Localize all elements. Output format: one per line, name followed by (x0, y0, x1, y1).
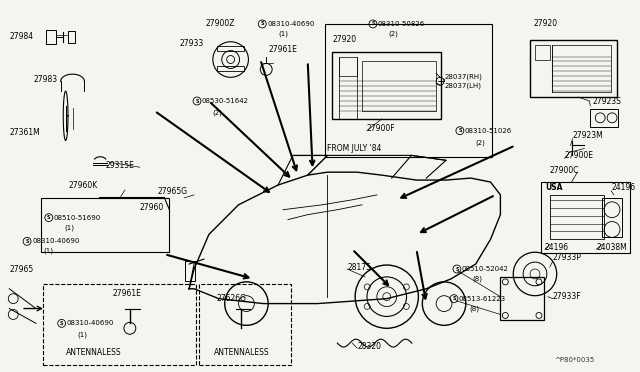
Text: S: S (47, 215, 51, 220)
Text: 27965: 27965 (10, 264, 33, 273)
Text: ^P80*0035: ^P80*0035 (555, 357, 595, 363)
Text: FROM JULY '84: FROM JULY '84 (328, 144, 382, 153)
Text: (1): (1) (77, 332, 88, 339)
Text: 27933F: 27933F (553, 292, 581, 301)
Text: USA: USA (545, 183, 563, 192)
Text: (8): (8) (473, 276, 483, 282)
Text: 24196: 24196 (611, 183, 635, 192)
Text: 28320: 28320 (357, 341, 381, 350)
Text: 08310-40690: 08310-40690 (267, 21, 315, 27)
Bar (199, 284, 291, 365)
Text: 27361M: 27361M (10, 128, 40, 137)
Text: (1): (1) (65, 224, 75, 231)
Text: S: S (26, 239, 29, 244)
Bar (339, 57, 357, 76)
Text: 08510-52042: 08510-52042 (462, 266, 509, 272)
Bar (217, 67, 244, 71)
Text: ANTENNALESS: ANTENNALESS (214, 349, 269, 357)
Text: 08310-50826: 08310-50826 (378, 21, 425, 27)
Bar (68, 31, 76, 43)
Bar (602, 198, 622, 237)
Text: S: S (60, 321, 63, 326)
Text: 08510-51690: 08510-51690 (54, 215, 101, 221)
Text: 27920: 27920 (533, 19, 557, 28)
Text: ANTENNALESS: ANTENNALESS (66, 349, 121, 357)
Text: 27923S: 27923S (592, 96, 621, 106)
Text: 27920: 27920 (332, 35, 356, 44)
Text: 27961E: 27961E (268, 45, 297, 54)
Text: 27900E: 27900E (564, 151, 594, 160)
Text: 27900Z: 27900Z (206, 19, 236, 28)
Text: 08310-40690: 08310-40690 (67, 320, 114, 326)
Bar (362, 61, 436, 111)
Text: 27984: 27984 (10, 32, 33, 41)
Bar (185, 261, 195, 281)
Text: 27960: 27960 (140, 203, 164, 212)
Bar (500, 277, 544, 320)
Bar (46, 30, 56, 44)
Text: (1): (1) (43, 248, 53, 254)
Text: 27626G: 27626G (217, 294, 247, 303)
Bar (535, 45, 550, 60)
Bar (552, 45, 611, 92)
Text: 08530-51642: 08530-51642 (202, 98, 249, 104)
Text: (2): (2) (476, 139, 486, 146)
Text: (2): (2) (388, 31, 399, 37)
Bar (590, 109, 618, 127)
Text: S: S (260, 22, 264, 26)
Text: 27933: 27933 (179, 39, 204, 48)
Text: 24038M: 24038M (596, 243, 627, 252)
Text: 28037(LH): 28037(LH) (444, 83, 481, 89)
Bar (541, 182, 630, 253)
Bar (332, 52, 441, 119)
Text: (8): (8) (470, 305, 480, 312)
Text: 27900F: 27900F (367, 124, 396, 133)
Bar (41, 198, 170, 252)
Text: 08513-61223: 08513-61223 (459, 296, 506, 302)
Text: 27923M: 27923M (573, 131, 604, 140)
Text: 08310-51026: 08310-51026 (465, 128, 512, 134)
Bar (530, 40, 617, 97)
Text: S: S (371, 22, 374, 26)
Text: S: S (195, 99, 199, 103)
Text: 27900C: 27900C (550, 166, 579, 175)
Text: 29315E: 29315E (105, 161, 134, 170)
Text: 27965G: 27965G (157, 187, 188, 196)
Text: S: S (452, 296, 456, 301)
Text: 24196: 24196 (545, 243, 569, 252)
Text: 27983: 27983 (33, 75, 57, 84)
Bar (217, 46, 244, 51)
Text: (1): (1) (278, 31, 288, 37)
Text: S: S (455, 266, 459, 272)
Text: 27933P: 27933P (553, 253, 582, 262)
Bar (326, 24, 492, 157)
Text: 27960K: 27960K (68, 180, 98, 189)
Bar (43, 284, 196, 365)
Text: 28037(RH): 28037(RH) (444, 73, 482, 80)
Text: 08310-40690: 08310-40690 (32, 238, 79, 244)
Text: (2): (2) (213, 110, 223, 116)
Text: S: S (458, 128, 461, 133)
Bar (550, 195, 604, 239)
Text: 27961E: 27961E (112, 289, 141, 298)
Text: 28175: 28175 (348, 263, 371, 272)
